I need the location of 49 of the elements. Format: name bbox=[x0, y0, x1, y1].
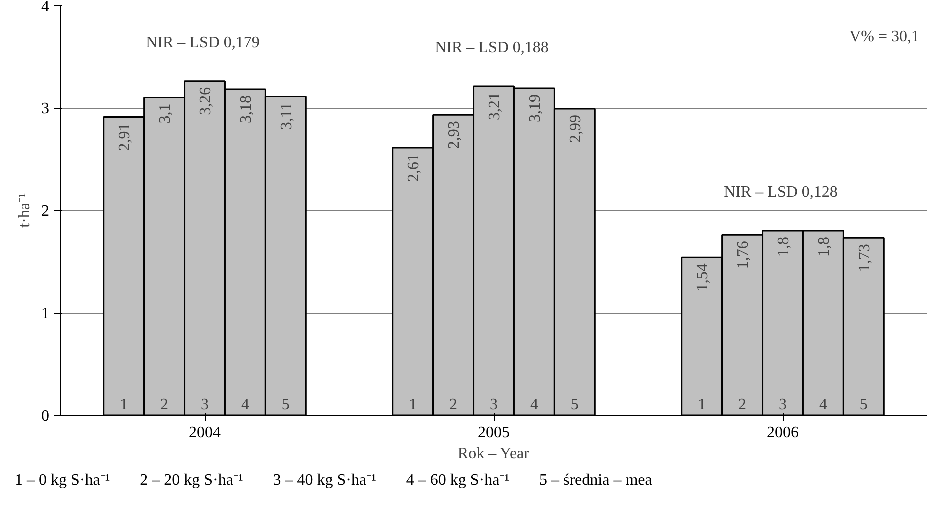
data-label: 3,19 bbox=[526, 94, 544, 123]
y-tick-label: 2 bbox=[42, 203, 50, 220]
series-label: 4 bbox=[241, 396, 250, 414]
data-label: 2,93 bbox=[446, 121, 464, 150]
text: 5 bbox=[570, 396, 579, 414]
data-label: 3,26 bbox=[198, 87, 214, 116]
data-label: 2,91 bbox=[116, 123, 134, 152]
text: 4 bbox=[530, 396, 538, 414]
data-label: 3,18 bbox=[238, 96, 255, 124]
text: 1 bbox=[409, 396, 418, 414]
annotation: NIR – LSD 0,188 bbox=[435, 39, 549, 56]
x-tick-label: 2004 bbox=[189, 424, 221, 442]
data-label: 1,8 bbox=[776, 237, 792, 257]
text: 2 – 20 kg S·ha⁻¹ bbox=[140, 472, 244, 489]
text: 3 bbox=[490, 396, 498, 414]
y-tick-label: 3 bbox=[42, 100, 50, 118]
data-label: 3,1 bbox=[157, 104, 174, 124]
text: 3 – 40 kg S·ha⁻¹ bbox=[273, 472, 376, 489]
annotation: NIR – LSD 0,179 bbox=[146, 34, 260, 52]
y-tick-label: 1 bbox=[42, 306, 50, 322]
text: 1 – 0 kg S·ha⁻¹ bbox=[15, 472, 110, 489]
series-label: 3 bbox=[201, 396, 209, 414]
text: 2 bbox=[738, 396, 747, 414]
data-label: 3,11 bbox=[278, 102, 296, 130]
text: 3 bbox=[779, 396, 787, 414]
annotation: V% = 30,1 bbox=[850, 28, 920, 46]
data-label: 2,99 bbox=[567, 115, 584, 144]
x-tick-label: 2006 bbox=[767, 424, 799, 442]
series-label: 2 bbox=[160, 396, 169, 414]
data-label: 1,76 bbox=[735, 241, 752, 270]
y-tick-label: 0 bbox=[42, 408, 50, 425]
annotation: NIR – LSD 0,128 bbox=[724, 184, 838, 201]
series-label: 5 bbox=[282, 396, 290, 414]
text: 1 bbox=[698, 396, 706, 414]
series-label: 1 bbox=[120, 396, 128, 414]
text: 4 – 60 kg S·ha⁻¹ bbox=[406, 472, 510, 489]
data-label: 2,61 bbox=[406, 154, 423, 182]
data-label: 1,8 bbox=[816, 237, 833, 257]
data-label: 1,73 bbox=[856, 244, 874, 272]
data-label: 1,54 bbox=[694, 264, 712, 292]
y-axis-title: t·ha⁻¹ bbox=[16, 192, 34, 228]
x-tick-label: 2005 bbox=[478, 424, 510, 442]
text: 5 – średnia – mea bbox=[540, 472, 652, 489]
y-tick-label: 4 bbox=[42, 0, 50, 16]
text: 4 bbox=[819, 396, 828, 414]
x-axis-title: Rok – Year bbox=[458, 446, 530, 462]
data-label: 3,21 bbox=[486, 92, 504, 120]
text: 5 bbox=[860, 396, 868, 414]
text: 2 bbox=[450, 396, 458, 414]
